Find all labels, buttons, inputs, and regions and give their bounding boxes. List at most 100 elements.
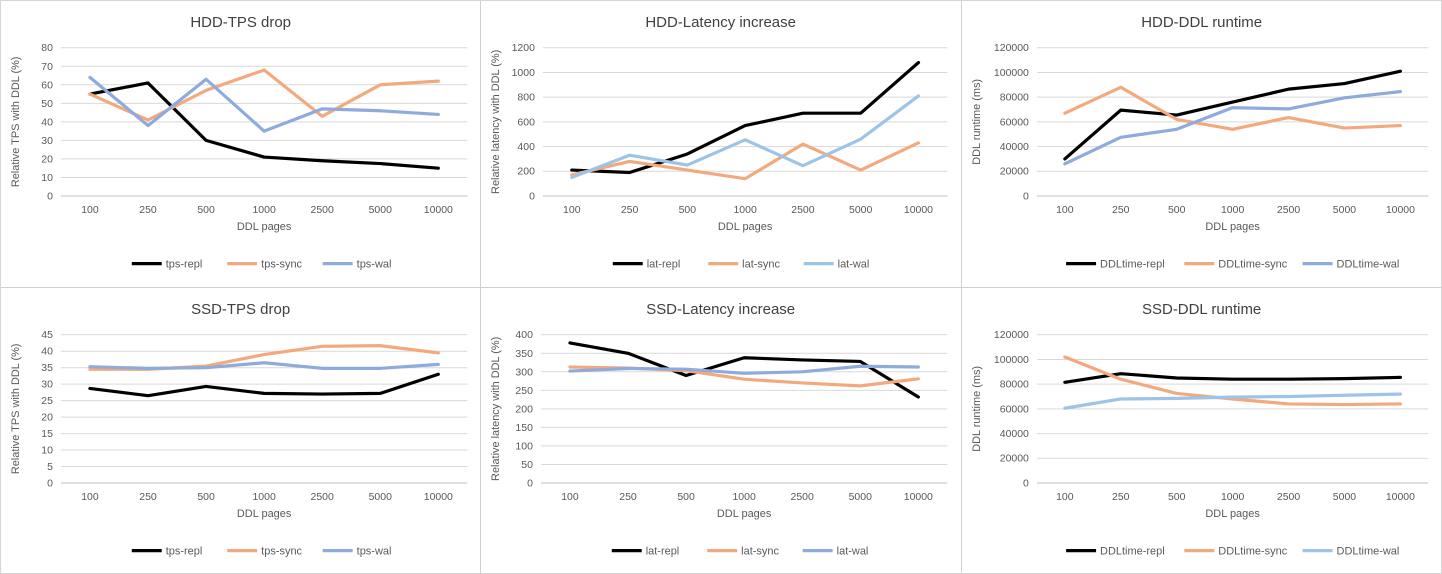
x-tick-label: 1000 [252,491,275,502]
y-tick-label: 120000 [994,43,1029,54]
chart-ssd-latency-increase: SSD-Latency increase 0 50 100 150 200 250 300 35… [481,287,961,573]
legend-label-lat-wal: lat-wal [838,259,870,271]
legend-label-tps-repl: tps-repl [166,545,203,557]
y-tick-label: 10 [41,445,53,456]
legend-label-DDLtime-wal: DDLtime-wal [1336,259,1399,271]
series-line-tps-repl [88,372,440,397]
y-tick-label: 0 [1023,478,1029,489]
y-tick-label: 300 [516,367,534,378]
series-line-lat-sync [570,141,921,181]
y-tick-label: 80000 [999,93,1028,104]
x-tick-label: 2500 [791,491,814,502]
legend-label-tps-wal: tps-wal [357,259,392,271]
y-tick-label: 35 [41,363,53,374]
legend-label-lat-repl: lat-repl [646,545,680,557]
x-tick-label: 250 [139,491,157,502]
y-tick-label: 800 [518,93,536,104]
x-tick-label: 500 [679,205,697,216]
chart-canvas: HDD-TPS drop 0 10 20 30 40 50 60 70 80 Relative TP… [10,14,468,271]
x-tick-label: 10000 [424,205,453,216]
x-tick-label: 2500 [1277,491,1300,502]
y-tick-label: 0 [529,191,535,202]
x-axis-label: DDL pages [237,221,292,233]
legend-label-tps-wal: tps-wal [357,545,392,557]
y-tick-label: 30 [41,379,53,390]
y-tick-label: 0 [1023,191,1029,202]
x-tick-label: 100 [1056,205,1074,216]
y-tick-label: 50 [41,99,53,110]
series-line-DDLtime-repl [1062,69,1402,161]
x-tick-label: 250 [1112,205,1130,216]
y-tick-label: 100 [516,441,534,452]
legend-label-DDLtime-repl: DDLtime-repl [1100,545,1165,557]
x-tick-label: 10000 [904,205,933,216]
y-tick-label: 40000 [999,429,1028,440]
x-tick-label: 10000 [424,491,453,502]
y-tick-label: 0 [47,478,53,489]
x-tick-label: 500 [197,205,215,216]
x-tick-label: 1000 [734,205,757,216]
chart-hdd-tps-drop: HDD-TPS drop 0 10 20 30 40 50 60 70 80 Relative TP… [1,1,481,287]
x-tick-label: 100 [81,491,99,502]
series-line-DDLtime-repl [1062,371,1402,384]
chart-title: SSD-DDL runtime [1142,300,1261,317]
series-line-DDLtime-sync [1062,354,1402,406]
x-tick-label: 500 [678,491,696,502]
y-tick-label: 50 [522,459,534,470]
legend-label-lat-repl: lat-repl [647,259,681,271]
y-tick-label: 250 [516,385,534,396]
y-tick-label: 40 [41,117,53,128]
y-tick-label: 150 [516,422,534,433]
chart-canvas: SSD-Latency increase 0 50 100 150 200 250 300 35… [490,300,948,557]
x-tick-label: 2500 [792,205,815,216]
y-tick-label: 10 [41,173,53,184]
legend-label-tps-sync: tps-sync [261,259,302,271]
x-tick-label: 1000 [1221,491,1244,502]
series-line-lat-repl [570,60,921,175]
x-tick-label: 2500 [311,491,334,502]
y-tick-label: 5 [47,462,53,473]
chart-title: SSD-TPS drop [191,300,290,317]
legend-label-tps-sync: tps-sync [261,545,302,557]
y-tick-label: 200 [518,167,536,178]
series-line-DDLtime-wal [1062,90,1402,166]
chart-hdd-ddl-runtime: HDD-DDL runtime 0 20000 40000 60000 80000 1000… [961,1,1441,287]
x-tick-label: 100 [563,205,581,216]
y-axis-label: Relative latency with DDL (%) [490,50,502,194]
y-tick-label: 20 [41,154,53,165]
y-tick-label: 120000 [994,330,1029,341]
chart-title: SSD-Latency increase [647,300,796,317]
legend-label-lat-sync: lat-sync [742,545,780,557]
chart-canvas: SSD-TPS drop 0 5 10 15 20 25 30 35 40 45 Relative T… [10,300,468,557]
x-tick-label: 5000 [849,491,872,502]
series-line-lat-repl [568,340,921,399]
legend-label-lat-sync: lat-sync [743,259,781,271]
y-tick-label: 100000 [994,68,1029,79]
y-tick-label: 20 [41,412,53,423]
chart-hdd-latency-increase: HDD-Latency increase 0 200 400 600 800 1000 120… [481,1,961,287]
series-line-DDLtime-sync [1062,85,1402,131]
y-tick-label: 400 [516,330,534,341]
y-tick-label: 1000 [512,68,535,79]
y-tick-label: 80000 [999,379,1028,390]
x-tick-label: 500 [197,491,215,502]
chart-canvas: SSD-DDL runtime 0 20000 40000 60000 80000 1000… [971,300,1429,557]
x-axis-label: DDL pages [718,221,773,233]
x-tick-label: 5000 [1332,491,1355,502]
y-axis-label: DDL runtime (ms) [971,79,983,165]
x-tick-label: 100 [562,491,580,502]
x-axis-label: DDL pages [1205,507,1260,519]
x-tick-label: 5000 [369,205,392,216]
x-tick-label: 2500 [311,205,334,216]
x-tick-label: 1000 [252,205,275,216]
chart-title: HDD-DDL runtime [1141,14,1262,31]
x-tick-label: 1000 [1221,205,1244,216]
y-tick-label: 40000 [999,142,1028,153]
x-tick-label: 5000 [369,491,392,502]
x-tick-label: 10000 [904,491,933,502]
y-tick-label: 0 [47,191,53,202]
y-tick-label: 80 [41,43,53,54]
y-tick-label: 600 [518,117,536,128]
chart-ssd-ddl-runtime: SSD-DDL runtime 0 20000 40000 60000 80000 1000… [961,287,1441,573]
x-tick-label: 500 [1168,205,1186,216]
